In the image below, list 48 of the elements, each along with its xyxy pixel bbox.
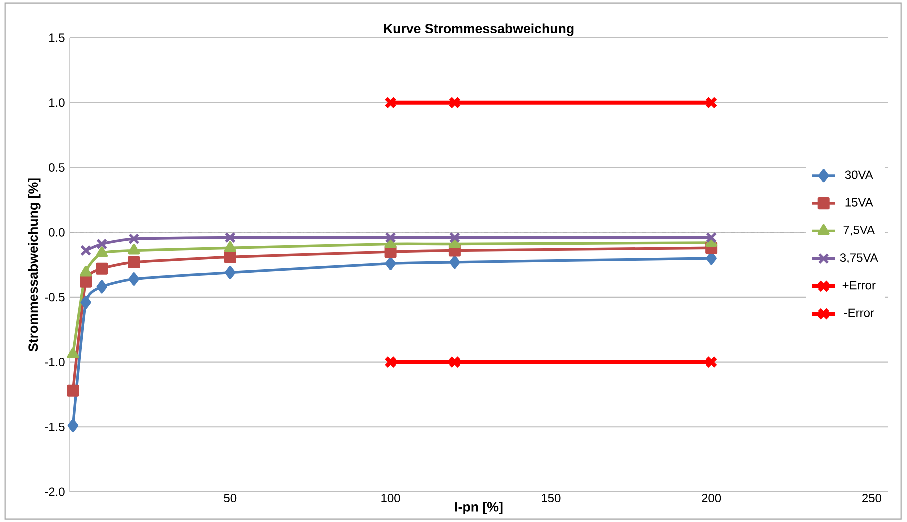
point xyxy=(96,238,108,250)
point xyxy=(128,244,140,255)
legend-label: -Error xyxy=(844,308,874,318)
y-tick-label: -1.0 xyxy=(45,358,65,367)
y-axis-title: Strommessabweichung [%] xyxy=(28,178,41,352)
y-tick-label: -0.5 xyxy=(45,293,65,302)
point xyxy=(448,356,462,369)
point xyxy=(96,280,108,294)
x-tick-label: 100 xyxy=(382,494,400,503)
point xyxy=(128,272,140,286)
point xyxy=(448,96,462,110)
chart-title: Kurve Strommessabweichung xyxy=(384,24,574,36)
point xyxy=(449,232,461,244)
point xyxy=(224,241,236,252)
y-tick-label: 0.5 xyxy=(49,163,65,172)
legend-label: 15VA xyxy=(846,198,874,207)
x-tick-label: 200 xyxy=(702,494,722,503)
point xyxy=(385,232,396,244)
point xyxy=(80,245,92,256)
legend-label: +Error xyxy=(842,281,876,290)
point xyxy=(67,348,80,359)
point xyxy=(224,232,236,244)
y-tick-label: 0.0 xyxy=(49,228,65,237)
y-tick-label: -1.5 xyxy=(45,422,65,432)
point xyxy=(96,246,108,258)
point xyxy=(706,232,718,244)
y-tick-label: 1.0 xyxy=(50,98,65,108)
x-tick-label: 150 xyxy=(542,494,561,503)
legend-label: 7,5VA xyxy=(844,226,876,236)
x-tick-label: 50 xyxy=(224,494,237,503)
legend-label: 30VA xyxy=(845,170,874,180)
point xyxy=(225,266,236,280)
point xyxy=(80,276,92,288)
y-tick-label: -2.0 xyxy=(45,488,65,496)
point xyxy=(385,257,396,270)
point xyxy=(128,256,140,268)
point xyxy=(96,262,108,275)
point xyxy=(67,384,80,397)
point xyxy=(224,251,236,264)
point xyxy=(68,419,79,433)
point xyxy=(80,296,92,310)
legend-label: 3,75VA xyxy=(840,254,878,264)
point xyxy=(80,266,92,277)
x-tick-label: 250 xyxy=(862,494,882,503)
y-tick-label: 1.5 xyxy=(50,34,65,42)
x-axis-title: I-pn [%] xyxy=(455,502,503,514)
point xyxy=(128,233,140,245)
point xyxy=(450,256,460,270)
